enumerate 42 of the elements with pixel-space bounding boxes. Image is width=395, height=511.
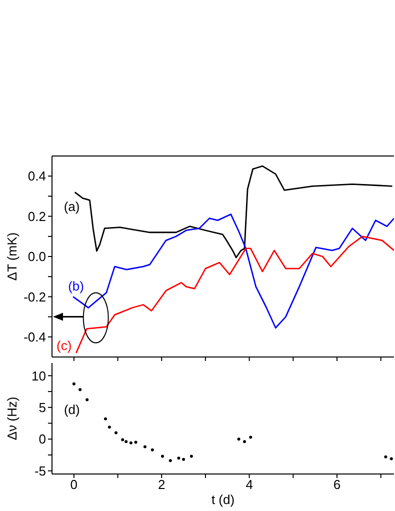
y-tick-label: 0.0 xyxy=(28,249,46,264)
y-tick-label: -5 xyxy=(34,463,46,478)
point xyxy=(177,456,180,460)
y-tick-label: -0.2 xyxy=(24,289,46,304)
point xyxy=(143,445,146,448)
point xyxy=(129,441,132,444)
series-label: (b) xyxy=(68,278,84,294)
y-tick-label: 10 xyxy=(32,368,46,384)
y-tick-label: 0.2 xyxy=(28,208,46,224)
point xyxy=(104,417,107,420)
point xyxy=(108,426,111,429)
y-tick-label: 5 xyxy=(38,400,46,416)
point xyxy=(86,398,89,402)
point xyxy=(249,436,252,439)
point xyxy=(190,454,193,458)
point xyxy=(72,382,76,386)
point xyxy=(150,448,154,452)
series-label: (a) xyxy=(64,199,80,214)
y-axis-title: Δν (Hz) xyxy=(4,396,20,440)
point xyxy=(121,438,124,442)
point xyxy=(168,459,172,462)
point xyxy=(160,454,164,458)
y-axis-title: ΔT (mK) xyxy=(4,232,20,281)
point xyxy=(242,440,246,444)
series-label: (c) xyxy=(56,338,72,353)
y-tick-label: 0.4 xyxy=(28,168,46,184)
point xyxy=(134,440,138,444)
point xyxy=(390,457,393,460)
point xyxy=(114,431,118,434)
point xyxy=(124,440,128,444)
y-tick-label: 0 xyxy=(38,432,46,447)
x-tick-label: 4 xyxy=(246,477,253,492)
x-tick-label: 2 xyxy=(158,477,166,492)
x-axis-title: t (d) xyxy=(211,492,235,507)
point xyxy=(384,455,388,458)
series-label: (d) xyxy=(64,402,80,417)
x-tick-label: 6 xyxy=(333,477,341,492)
y-tick-label: -0.4 xyxy=(24,330,46,345)
point xyxy=(182,458,186,461)
x-tick-label: 0 xyxy=(70,477,78,492)
point xyxy=(78,388,82,392)
point xyxy=(237,438,240,441)
